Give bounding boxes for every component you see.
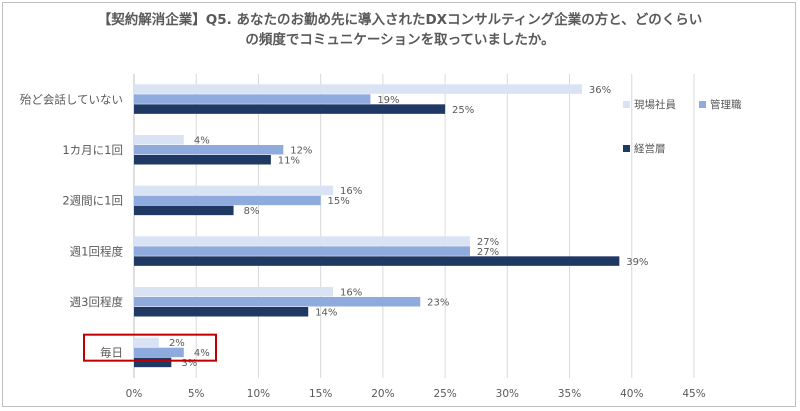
- data-label: 27%: [477, 247, 499, 258]
- bar: [134, 246, 470, 256]
- data-label: 4%: [194, 348, 210, 359]
- x-tick-label: 5%: [188, 388, 205, 400]
- highlight-box: [83, 333, 217, 362]
- x-tick-label: 20%: [371, 388, 394, 400]
- category-label: 1カ月に1回: [62, 143, 123, 157]
- x-tick-label: 35%: [558, 388, 581, 400]
- data-label: 2%: [169, 338, 185, 349]
- bar: [134, 297, 421, 307]
- chart-title-line-1: 【契約解消企業】Q5. あなたのお勤め先に導入されたDXコンサルティング企業の方…: [97, 12, 703, 28]
- x-tick-label: 45%: [682, 388, 705, 400]
- chart-title: 【契約解消企業】Q5. あなたのお勤め先に導入されたDXコンサルティング企業の方…: [0, 10, 800, 50]
- x-tick-label: 40%: [620, 388, 643, 400]
- x-tick-label: 25%: [433, 388, 456, 400]
- category-label: 2週間に1回: [62, 194, 123, 208]
- bar: [134, 135, 184, 145]
- bar: [134, 256, 620, 266]
- data-label: 16%: [340, 288, 362, 299]
- category-label: 週1回程度: [70, 244, 124, 258]
- bar: [134, 236, 470, 246]
- category-label: 毎日: [100, 346, 123, 360]
- bar: [134, 185, 334, 196]
- data-label: 3%: [181, 358, 197, 369]
- bar: [134, 195, 321, 206]
- data-label: 27%: [477, 237, 499, 248]
- bar: [134, 357, 172, 368]
- legend-swatch: [699, 101, 706, 108]
- data-label: 16%: [340, 186, 362, 197]
- x-tick-label: 15%: [309, 388, 332, 400]
- bar: [134, 307, 309, 317]
- data-label: 8%: [244, 206, 260, 217]
- category-label: 殆ど会話していない: [20, 92, 123, 106]
- bar: [134, 205, 234, 216]
- bar: [134, 337, 159, 348]
- bar: [134, 145, 284, 155]
- chart-title-line-2: の頻度でコミュニケーションを取っていましたか。: [245, 32, 555, 48]
- legend-label: 管理職: [710, 98, 742, 111]
- bar: [134, 104, 446, 114]
- x-tick-label: 0%: [126, 388, 143, 400]
- data-label: 15%: [328, 196, 350, 207]
- bar: [134, 155, 271, 165]
- legend-label: 現場社員: [634, 98, 676, 111]
- category-label: 週3回程度: [70, 295, 124, 309]
- legend-label: 経営層: [634, 142, 666, 155]
- bar: [134, 287, 334, 297]
- data-label: 12%: [290, 146, 312, 157]
- data-label: 11%: [278, 156, 300, 167]
- legend-swatch: [623, 145, 630, 152]
- bar: [134, 347, 184, 358]
- data-label: 36%: [589, 85, 611, 96]
- data-label: 19%: [377, 95, 399, 106]
- data-label: 4%: [194, 136, 210, 147]
- x-tick-label: 10%: [247, 388, 270, 400]
- bar: [134, 84, 582, 94]
- legend-swatch: [623, 101, 630, 108]
- data-label: 25%: [452, 105, 474, 116]
- x-tick-label: 30%: [496, 388, 519, 400]
- data-label: 23%: [427, 298, 449, 309]
- data-label: 14%: [315, 308, 337, 319]
- data-label: 39%: [626, 257, 648, 268]
- bar: [134, 94, 371, 104]
